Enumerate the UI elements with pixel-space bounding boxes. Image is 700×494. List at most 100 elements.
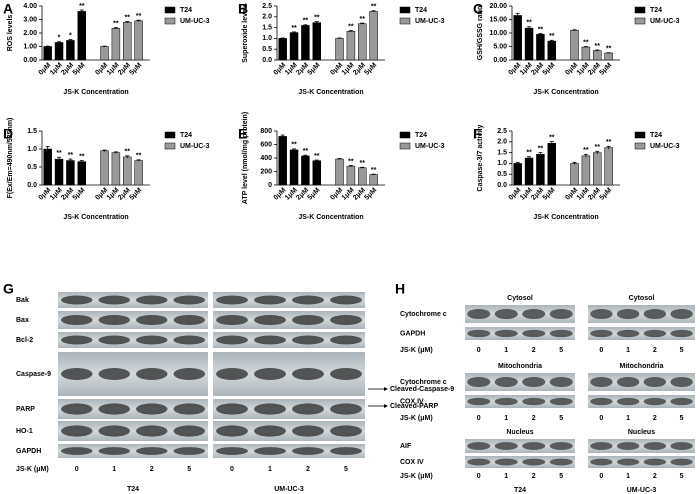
x-tick-label: 5μM (363, 62, 378, 77)
lane-label: 1 (504, 347, 508, 354)
bar (289, 32, 299, 61)
bar (312, 160, 322, 186)
significance: ** (79, 3, 85, 10)
blot-band (173, 425, 205, 437)
panel-letter: E (238, 126, 247, 142)
x-axis-title: JS-K Concentration (63, 214, 128, 221)
bar (43, 46, 52, 61)
lane-label: 2 (653, 415, 657, 422)
y-tick-label: 0.0 (262, 57, 272, 64)
significance: ** (360, 16, 366, 23)
blot-band (136, 314, 168, 326)
significance: ** (371, 4, 377, 11)
significance: ** (595, 144, 601, 151)
panel-letter: F (473, 126, 482, 142)
lane-label: 2 (306, 466, 310, 473)
x-tick-label: 5μM (128, 62, 143, 77)
y-tick-label: 0.00 (23, 57, 37, 64)
blot-band (136, 368, 168, 380)
bar (312, 22, 322, 61)
bar (346, 31, 356, 61)
blot-strip (58, 399, 208, 419)
blot-band (643, 458, 667, 466)
bar (335, 158, 344, 186)
y-axis-title: ROS levels (7, 15, 14, 52)
y-tick-label: 15.00 (489, 16, 507, 23)
bar (570, 30, 579, 61)
lane-label: 0 (477, 415, 481, 422)
significance: ** (538, 145, 544, 152)
y-tick-label: 20.00 (489, 3, 507, 10)
blot-strip (465, 439, 575, 453)
bar (134, 160, 143, 186)
x-axis-title: JS-K Concentration (298, 214, 363, 221)
y-tick-label: 0.5 (262, 46, 272, 53)
lane-label: 5 (559, 473, 563, 480)
bar (581, 46, 591, 61)
bar (123, 156, 132, 186)
blot-band (254, 447, 286, 455)
legend-label: UM-UC-3 (415, 143, 445, 150)
section-title: Nucleus (628, 429, 655, 436)
bar (66, 40, 75, 61)
significance: ** (526, 150, 532, 157)
x-tick-label: 5μM (307, 187, 322, 202)
section-title: Cytosol (507, 295, 533, 302)
y-tick-label: 2.0 (262, 14, 272, 21)
blot-band (522, 442, 546, 450)
blot-band (98, 295, 130, 305)
y-tick-label: 0.0 (497, 182, 507, 189)
lane-label: 5 (187, 466, 191, 473)
legend-swatch (164, 6, 176, 14)
blot-band (173, 335, 205, 345)
significance: ** (348, 158, 354, 165)
significance: ** (549, 134, 555, 141)
lane-label: 0 (477, 347, 481, 354)
panel-letter: B (238, 1, 248, 17)
blot-band (98, 447, 130, 455)
blot-band (216, 368, 248, 380)
bar (581, 155, 591, 186)
blot-band (590, 308, 613, 320)
blot-band (467, 376, 491, 388)
bar (278, 38, 287, 61)
blot-band (616, 397, 640, 406)
significance: ** (68, 152, 74, 159)
lane-label: 1 (112, 466, 116, 473)
y-tick-label: 1.00 (23, 43, 37, 50)
blot-band (467, 308, 491, 320)
bar (369, 11, 378, 61)
bar (278, 136, 287, 186)
section-title: Mitochondria (498, 363, 542, 370)
row-label: Bax (16, 317, 29, 324)
y-tick-label: 0.5 (497, 171, 507, 178)
x-axis-title: JS-K Concentration (298, 89, 363, 96)
y-axis-title: Superoxide levels (242, 3, 249, 63)
bar (570, 163, 579, 186)
row-label: Bcl-2 (16, 337, 33, 344)
blot-band (670, 308, 693, 320)
blot-strip (465, 373, 575, 391)
lane-label: 1 (268, 466, 272, 473)
blot-band (173, 314, 205, 326)
blot-band (173, 403, 205, 415)
lane-label: 0 (477, 473, 481, 480)
legend-swatch (399, 6, 411, 14)
row-label: Cytochrome c (400, 311, 447, 318)
panel-letter: D (3, 126, 13, 142)
blot-band (292, 447, 324, 455)
bar (358, 23, 367, 61)
blot-band (61, 335, 93, 345)
blot-band (254, 335, 286, 345)
blot-band (254, 368, 286, 380)
bar (513, 163, 522, 186)
blot-band (494, 397, 518, 406)
blot-band (494, 376, 518, 388)
panel-letter: A (3, 1, 13, 17)
row-label: GAPDH (16, 448, 41, 455)
blot-strip (213, 421, 365, 441)
blot-strip (465, 305, 575, 323)
legend-label: UM-UC-3 (415, 18, 445, 25)
blot-band (494, 442, 518, 450)
y-tick-label: 1.0 (497, 160, 507, 167)
